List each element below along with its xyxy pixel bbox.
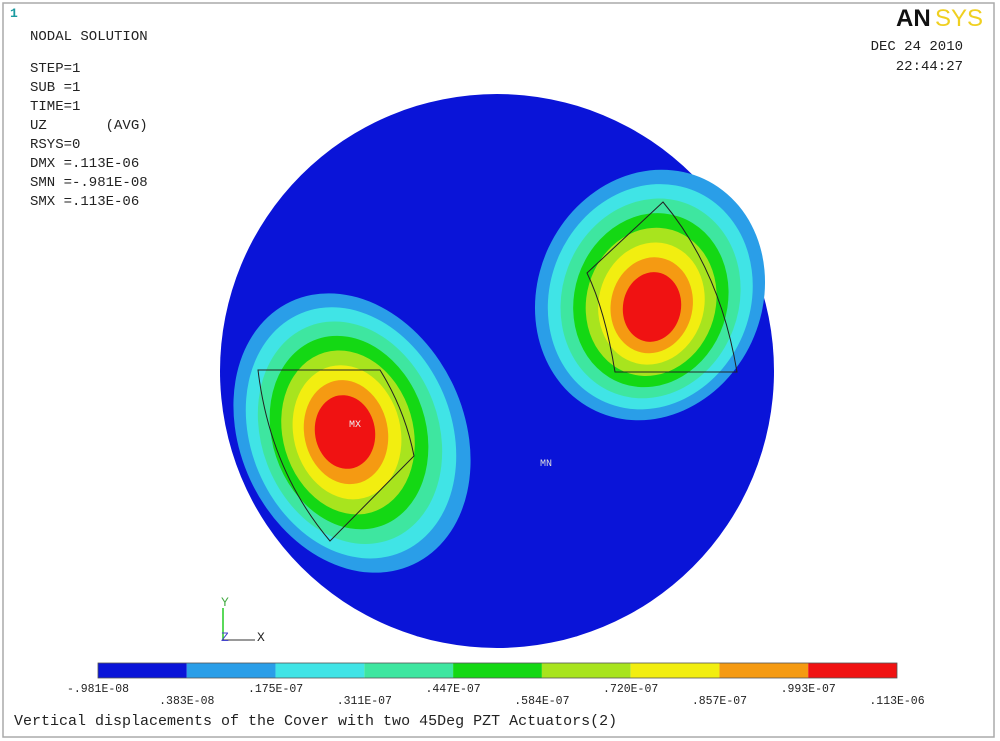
legend-label: .383E-08 bbox=[159, 695, 214, 708]
info-line: UZ (AVG) bbox=[30, 118, 148, 134]
info-line: SUB =1 bbox=[30, 80, 80, 96]
logo-an: AN bbox=[896, 5, 931, 32]
info-line: SMX =.113E-06 bbox=[30, 194, 139, 210]
actuator-outline bbox=[257, 369, 415, 542]
legend-label: .720E-07 bbox=[603, 683, 658, 696]
actuator-outline bbox=[586, 201, 738, 373]
legend-swatch bbox=[808, 663, 897, 678]
legend-swatch bbox=[186, 663, 276, 678]
date: DEC 24 2010 bbox=[871, 39, 963, 55]
legend-swatch bbox=[98, 663, 187, 678]
contour-band bbox=[314, 395, 376, 469]
info-line: SMN =-.981E-08 bbox=[30, 175, 148, 191]
info-block: STEP=1 SUB =1 TIME=1 UZ (AVG) RSYS=0 DMX =.11… bbox=[30, 61, 148, 210]
legend-label: .993E-07 bbox=[781, 683, 836, 696]
legend-border bbox=[97, 662, 898, 679]
legend-label: .447E-07 bbox=[426, 683, 481, 696]
logo-sys: SYS bbox=[935, 5, 983, 32]
legend-swatch bbox=[719, 663, 809, 678]
legend: -.981E-08 .383E-08 .175E-07 .311E-07 .447E-0… bbox=[67, 662, 925, 708]
legend-swatch bbox=[275, 663, 365, 678]
contour-plot bbox=[220, 94, 774, 648]
min-marker: MN bbox=[540, 459, 552, 470]
triad-label: Z bbox=[221, 630, 229, 645]
legend-swatch bbox=[541, 663, 631, 678]
legend-swatch bbox=[630, 663, 720, 678]
info-line: TIME=1 bbox=[30, 99, 80, 115]
legend-label: -.981E-08 bbox=[67, 683, 129, 696]
legend-label: .584E-07 bbox=[514, 695, 569, 708]
window-number: 1 bbox=[10, 6, 18, 21]
legend-swatch bbox=[364, 663, 454, 678]
legend-label: .175E-07 bbox=[248, 683, 303, 696]
triad-label: X bbox=[257, 630, 265, 645]
max-marker: MX bbox=[349, 420, 361, 431]
triad-label: Y bbox=[221, 595, 229, 610]
legend-label: .311E-07 bbox=[337, 695, 392, 708]
info-line: DMX =.113E-06 bbox=[30, 156, 139, 172]
legend-label: .113E-06 bbox=[869, 695, 924, 708]
contour-band bbox=[622, 272, 682, 342]
legend-swatch bbox=[453, 663, 542, 678]
legend-label: .857E-07 bbox=[692, 695, 747, 708]
time: 22:44:27 bbox=[896, 59, 963, 75]
info-line: STEP=1 bbox=[30, 61, 80, 77]
plot-title: NODAL SOLUTION bbox=[30, 29, 148, 45]
caption: Vertical displacements of the Cover with… bbox=[14, 713, 617, 730]
info-line: RSYS=0 bbox=[30, 137, 80, 153]
